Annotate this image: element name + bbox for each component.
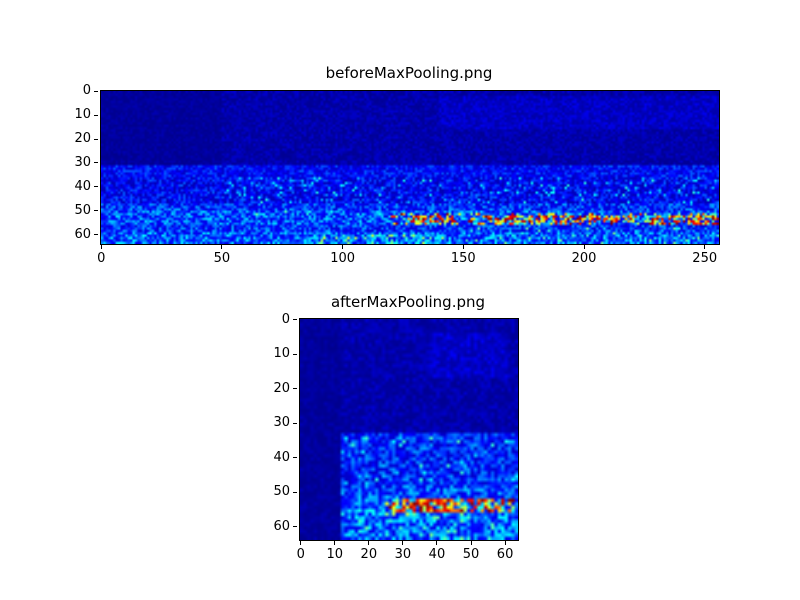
x-tick-mark: [583, 245, 585, 249]
x-tick-label: 250: [692, 251, 718, 266]
x-tick-label: 60: [496, 547, 514, 562]
heatmap-canvas-before-maxpooling: [101, 91, 719, 244]
y-tick-label: 60: [273, 518, 290, 534]
x-tick-label: 20: [360, 547, 378, 562]
x-tick-label: 10: [326, 547, 344, 562]
x-tick-mark: [462, 245, 464, 249]
x-tick-mark: [470, 541, 472, 545]
x-tick-mark: [221, 245, 223, 249]
y-tick-mark: [94, 234, 98, 236]
y-tick-label: 60: [74, 226, 91, 242]
y-tick-label: 30: [273, 415, 290, 431]
y-tick-label: 50: [273, 484, 290, 500]
y-tick-mark: [94, 162, 98, 164]
x-tick-label: 50: [213, 251, 231, 266]
chart-title-before-maxpooling: beforeMaxPooling.png: [325, 64, 493, 82]
x-tick-mark: [300, 541, 302, 545]
y-tick-label: 0: [82, 83, 91, 99]
y-tick-mark: [293, 422, 297, 424]
x-tick-mark: [368, 541, 370, 545]
x-tick-label: 150: [450, 251, 476, 266]
x-tick-mark: [100, 245, 102, 249]
y-tick-label: 10: [273, 346, 290, 362]
y-tick-mark: [293, 388, 297, 390]
axes-before-maxpooling: [100, 90, 720, 245]
y-tick-label: 40: [273, 449, 290, 465]
heatmap-canvas-after-maxpooling: [300, 319, 518, 540]
y-tick-label: 50: [74, 202, 91, 218]
y-tick-mark: [94, 210, 98, 212]
y-tick-label: 20: [74, 131, 91, 146]
x-tick-label: 200: [571, 251, 597, 266]
x-tick-label: 50: [462, 547, 480, 562]
axes-after-maxpooling: [299, 318, 519, 541]
x-tick-label: 30: [394, 547, 412, 562]
x-tick-label: 100: [330, 251, 356, 266]
y-tick-label: 30: [74, 154, 91, 170]
x-tick-label: 0: [97, 251, 106, 266]
y-tick-mark: [293, 457, 297, 459]
x-tick-mark: [504, 541, 506, 545]
x-tick-mark: [402, 541, 404, 545]
y-tick-mark: [293, 526, 297, 528]
y-tick-label: 20: [273, 380, 290, 396]
y-tick-mark: [293, 319, 297, 321]
y-tick-label: 10: [74, 107, 91, 123]
y-tick-mark: [293, 491, 297, 493]
x-tick-mark: [704, 245, 706, 249]
y-tick-mark: [94, 114, 98, 116]
x-tick-mark: [334, 541, 336, 545]
y-tick-mark: [293, 353, 297, 355]
y-tick-mark: [94, 90, 98, 92]
y-tick-mark: [94, 138, 98, 140]
x-tick-mark: [342, 245, 344, 249]
y-tick-mark: [94, 186, 98, 188]
x-tick-label: 0: [296, 547, 305, 562]
chart-title-after-maxpooling: afterMaxPooling.png: [330, 293, 486, 311]
y-tick-label: 0: [281, 311, 290, 327]
y-tick-label: 40: [74, 178, 91, 194]
x-tick-label: 40: [428, 547, 446, 562]
x-tick-mark: [436, 541, 438, 545]
